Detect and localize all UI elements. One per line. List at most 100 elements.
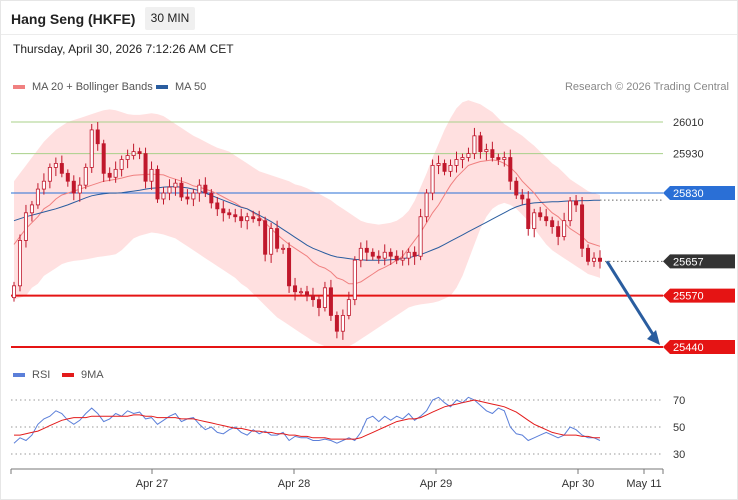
time-label: Apr 27 <box>136 478 168 490</box>
candle-down <box>442 163 447 172</box>
candle-down <box>580 204 585 249</box>
candle-down <box>388 251 393 257</box>
header-divider <box>1 34 737 35</box>
candle-down <box>101 143 106 174</box>
candle-down <box>263 220 268 255</box>
candle-up <box>167 186 172 194</box>
ma50-swatch <box>156 85 168 89</box>
candle-up <box>418 216 423 257</box>
candle-up <box>424 192 429 218</box>
candle-down <box>137 151 142 154</box>
candle-up <box>568 200 573 222</box>
legend-ma20-label: MA 20 + Bollinger Bands <box>32 81 153 93</box>
candle-up <box>113 168 118 178</box>
candle-down <box>364 247 369 253</box>
candle-up <box>245 216 250 222</box>
candle-up <box>29 204 34 214</box>
candle-down <box>239 216 244 222</box>
candle-down <box>304 291 309 297</box>
candle-down <box>478 135 483 153</box>
candle-up <box>89 129 94 168</box>
candle-up <box>125 155 130 160</box>
candle-up <box>197 184 202 194</box>
candle-up <box>460 157 465 160</box>
candle-down <box>155 168 160 200</box>
candle-down <box>287 247 292 287</box>
candle-up <box>532 212 537 229</box>
timeframe-badge[interactable]: 30 MIN <box>145 7 195 30</box>
legend-rsi-ma-label: 9MA <box>81 369 104 381</box>
time-label: Apr 29 <box>420 478 452 490</box>
candle-up <box>191 192 196 200</box>
candle-up <box>23 212 28 241</box>
candle-down <box>334 315 339 332</box>
candle-down <box>179 182 184 198</box>
candle-up <box>299 291 304 294</box>
candle-down <box>550 220 555 228</box>
candle-down <box>574 200 579 206</box>
candle-up <box>358 247 363 261</box>
candle-down <box>59 163 64 174</box>
candle-up <box>173 182 178 188</box>
rsi-ma-swatch <box>62 373 74 377</box>
candle-up <box>77 184 82 194</box>
timestamp: Thursday, April 30, 2026 7:12:26 AM CET <box>13 42 234 56</box>
rsi-tick-50: 50 <box>673 422 685 434</box>
candle-down <box>598 257 603 262</box>
candle-down <box>257 218 262 222</box>
candle-up <box>340 315 345 332</box>
level-label-26010: 26010 <box>673 117 704 129</box>
candle-up <box>352 259 357 301</box>
candle-up <box>131 151 136 156</box>
candle-up <box>53 163 58 168</box>
legend-ma50: MA 50 <box>156 81 206 93</box>
candle-up <box>436 163 441 166</box>
candle-down <box>95 129 100 145</box>
candle-up <box>430 165 435 194</box>
level-label-25657: 25657 <box>673 256 704 268</box>
projection-arrow-head <box>647 330 660 345</box>
level-tag-25570 <box>663 288 735 303</box>
candle-down <box>490 149 495 158</box>
level-tag-25440 <box>663 340 735 354</box>
candle-down <box>185 196 190 200</box>
candle-down <box>586 247 591 262</box>
level-label-25930: 25930 <box>673 149 704 161</box>
candle-up <box>454 159 459 166</box>
candle-up <box>41 180 46 190</box>
rsi-line <box>13 396 601 444</box>
candle-down <box>143 153 148 182</box>
candle-up <box>466 153 471 158</box>
candle-up <box>322 287 327 308</box>
candle-down <box>544 216 549 222</box>
candle-up <box>406 251 411 259</box>
legend-rsi-ma: 9MA <box>62 369 104 381</box>
level-label-25440: 25440 <box>673 342 704 354</box>
candle-down <box>107 172 112 178</box>
time-label: Apr 28 <box>278 478 310 490</box>
candle-up <box>562 220 567 237</box>
candle-down <box>526 198 531 229</box>
candle-up <box>11 285 16 299</box>
candle-up <box>382 251 387 259</box>
candle-up <box>161 192 166 200</box>
candle-up <box>119 159 124 170</box>
bollinger-bands <box>14 100 600 348</box>
legend-ma20: MA 20 + Bollinger Bands <box>13 81 153 93</box>
candle-down <box>275 228 280 249</box>
legend-ma50-label: MA 50 <box>175 81 207 93</box>
candle-down <box>209 192 214 204</box>
time-label: May 11 <box>626 478 661 490</box>
candle-up <box>281 247 286 250</box>
rsi-ma-line <box>14 399 600 440</box>
candle-down <box>233 214 238 218</box>
ma50-line <box>13 186 600 261</box>
candle-up <box>17 240 22 287</box>
candle-down <box>251 216 256 220</box>
candle-down <box>227 212 232 216</box>
projection-arrow-shaft <box>605 260 656 337</box>
level-label-25830: 25830 <box>673 188 704 200</box>
candle-down <box>71 180 76 194</box>
candle-down <box>508 157 513 182</box>
candle-down <box>370 251 375 257</box>
